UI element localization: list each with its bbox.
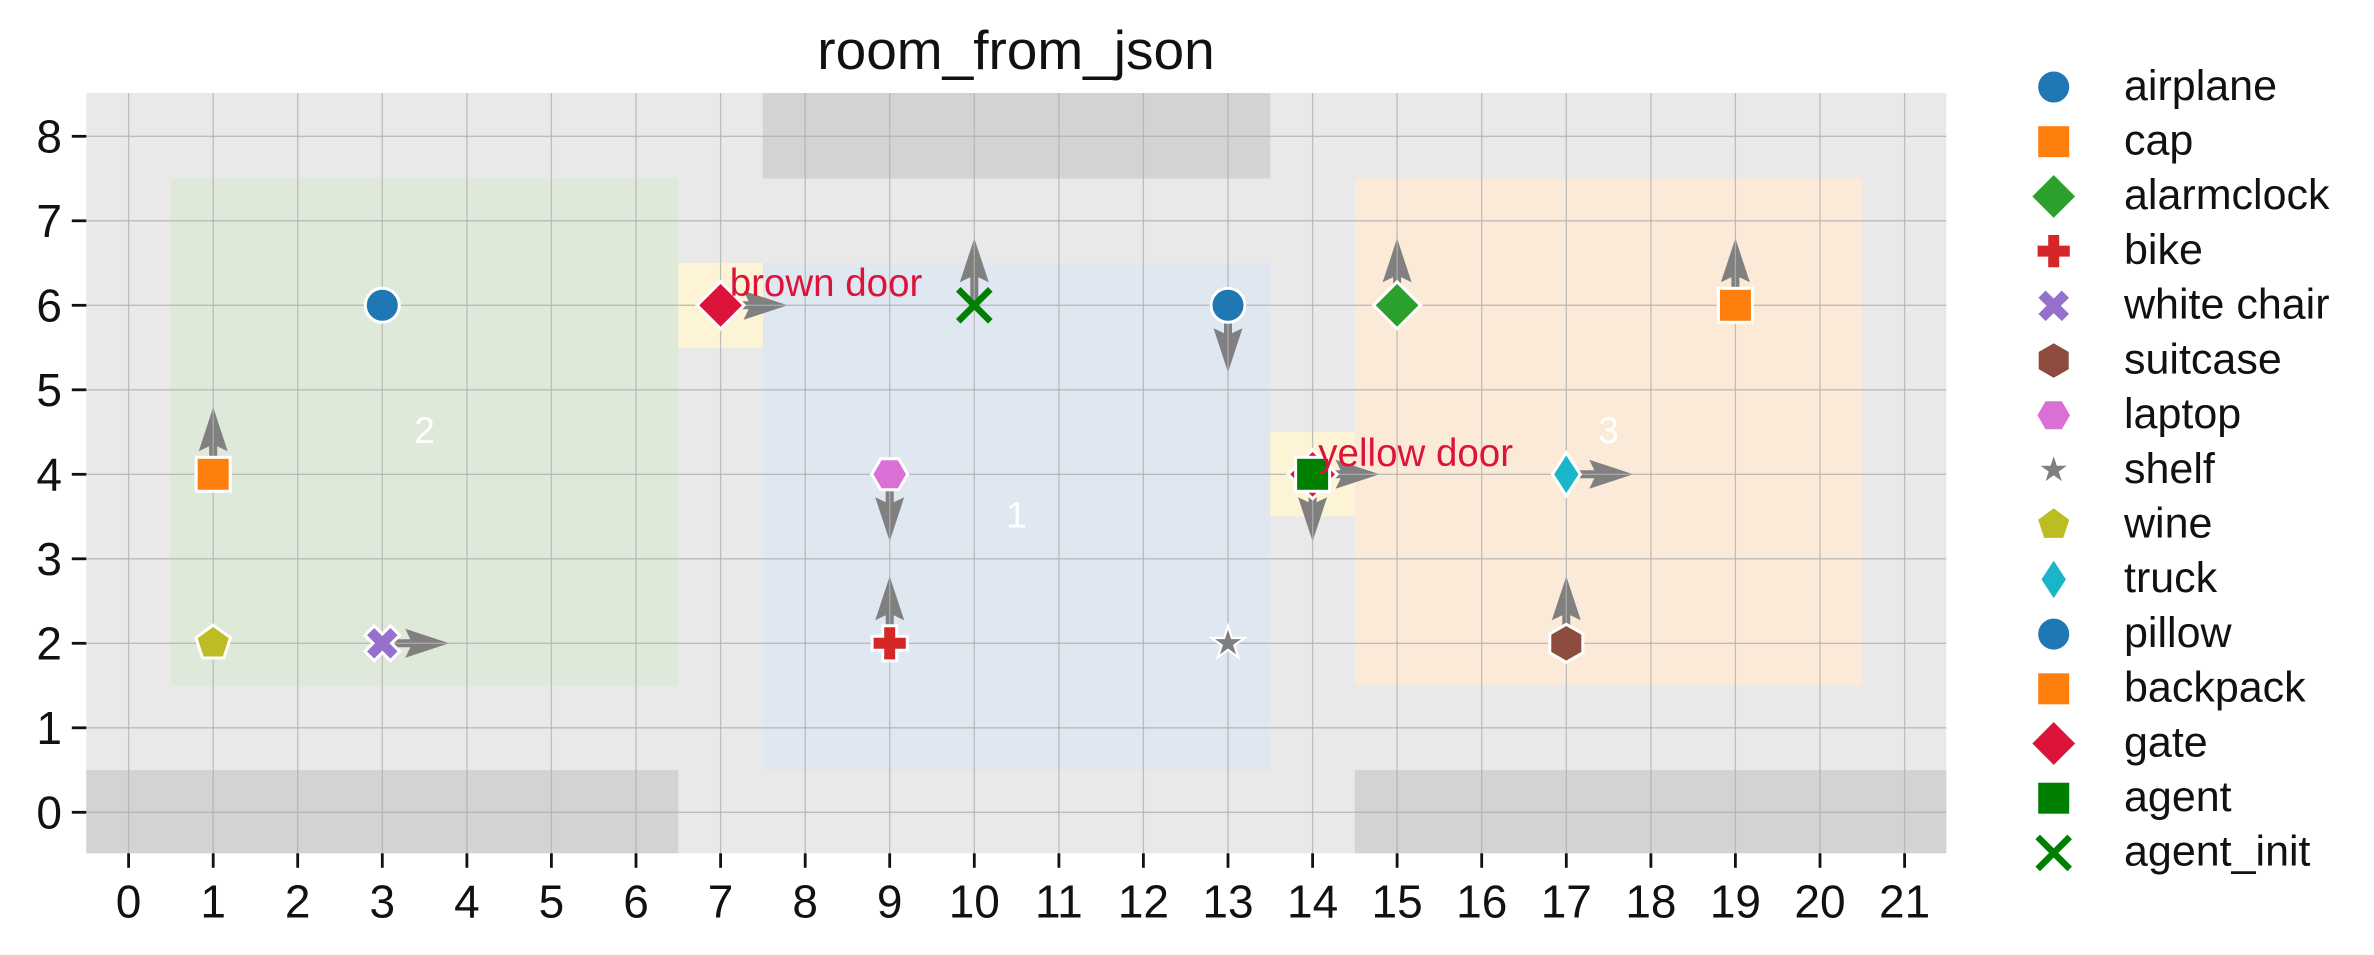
svg-text:14: 14 [1287,876,1338,928]
svg-text:airplane: airplane [2124,62,2277,110]
svg-text:pillow: pillow [2124,609,2232,657]
svg-text:0: 0 [116,876,142,928]
svg-text:4: 4 [454,876,480,928]
svg-text:6: 6 [36,279,62,331]
svg-text:17: 17 [1541,876,1592,928]
svg-text:7: 7 [708,876,734,928]
svg-text:3: 3 [1598,410,1619,451]
svg-text:2: 2 [285,876,311,928]
svg-text:laptop: laptop [2124,390,2241,438]
svg-text:5: 5 [539,876,565,928]
svg-text:20: 20 [1794,876,1845,928]
svg-text:2: 2 [36,617,62,669]
svg-text:bike: bike [2124,226,2203,274]
svg-text:1: 1 [200,876,226,928]
svg-text:gate: gate [2124,718,2208,766]
svg-text:5: 5 [36,364,62,416]
svg-text:1: 1 [1006,495,1027,536]
svg-text:suitcase: suitcase [2124,335,2282,383]
svg-text:agent: agent [2124,773,2232,821]
svg-text:9: 9 [877,876,903,928]
svg-text:alarmclock: alarmclock [2124,171,2330,219]
svg-text:6: 6 [623,876,649,928]
svg-text:15: 15 [1372,876,1423,928]
svg-text:10: 10 [949,876,1000,928]
svg-text:0: 0 [36,786,62,838]
svg-text:2: 2 [414,410,435,451]
svg-text:3: 3 [36,533,62,585]
svg-text:13: 13 [1202,876,1253,928]
svg-text:backpack: backpack [2124,664,2306,712]
svg-text:16: 16 [1456,876,1507,928]
svg-text:1: 1 [36,702,62,754]
svg-text:4: 4 [36,448,62,500]
svg-text:white chair: white chair [2123,281,2330,329]
svg-text:agent_init: agent_init [2124,828,2311,876]
svg-text:brown door: brown door [730,262,923,305]
svg-text:wine: wine [2123,500,2212,548]
svg-text:21: 21 [1879,876,1930,928]
svg-text:cap: cap [2124,117,2193,165]
svg-text:19: 19 [1710,876,1761,928]
svg-text:12: 12 [1118,876,1169,928]
svg-text:18: 18 [1625,876,1676,928]
svg-text:3: 3 [370,876,396,928]
svg-text:8: 8 [792,876,818,928]
svg-text:yellow door: yellow door [1318,432,1513,475]
svg-text:7: 7 [36,195,62,247]
svg-text:11: 11 [1035,876,1083,928]
svg-text:truck: truck [2124,554,2218,602]
svg-text:room_from_json: room_from_json [817,19,1214,81]
svg-text:8: 8 [36,110,62,162]
svg-text:shelf: shelf [2124,445,2216,493]
